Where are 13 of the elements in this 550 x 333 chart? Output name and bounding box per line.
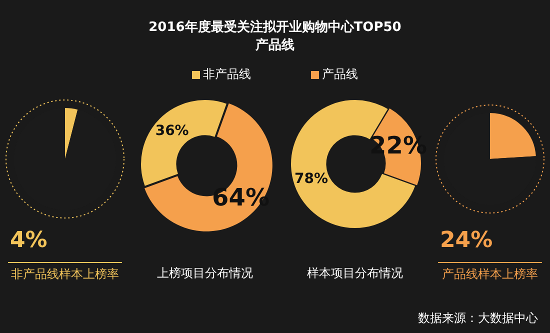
source-note: 数据来源：大数据中心 <box>418 310 538 327</box>
text: 样本项目分布情况 <box>306 265 404 282</box>
text: 产品线 <box>254 36 296 54</box>
text: 上榜项目分布情况 <box>156 265 254 282</box>
text: 4% <box>10 228 48 253</box>
text: 产品线样本上榜率 <box>438 262 542 283</box>
text: 非产品线样本上榜率 <box>8 262 122 283</box>
legend-label: 非产品线 <box>203 66 251 83</box>
data-label: 36% <box>155 122 189 139</box>
data-label: 78% <box>294 171 328 188</box>
legend-label: 产品线 <box>322 66 358 83</box>
text: 2016年度最受关注拟开业购物中心TOP50 <box>148 18 402 36</box>
text: 24% <box>440 228 493 253</box>
